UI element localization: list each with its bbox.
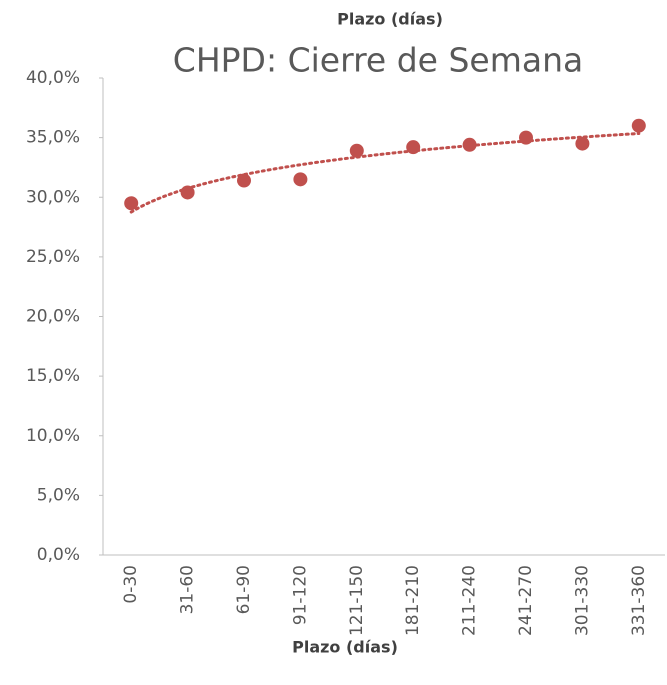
point [237,173,251,188]
point [575,136,590,151]
x-tick-label: 0-30 [121,565,141,604]
point [124,196,139,211]
x-tick-label: 91-120 [290,565,310,625]
y-tick-label: 10,0% [26,426,80,446]
point [180,185,195,200]
chart-title: CHPD: Cierre de Semana [173,41,583,80]
x-tick-label: 31-60 [178,565,198,614]
x-tick-label: 61-90 [234,565,254,614]
y-tick-label: 5,0% [37,485,80,505]
point [349,143,364,158]
point [519,130,533,145]
point [462,137,477,152]
x-tick-label: 211-240 [460,565,480,636]
y-tick-label: 40,0% [26,68,80,88]
chart-subtitle: Plazo (días) [337,10,443,29]
y-tick-label: 30,0% [26,187,80,207]
x-tick-label: 121-150 [347,565,367,636]
x-tick-label: 301-330 [572,565,592,636]
y-tick-label: 35,0% [26,128,80,148]
x-tick-label: 241-270 [516,565,536,636]
point [406,140,421,155]
x-tick-label: 331-360 [629,565,649,636]
y-tick-label: 20,0% [26,307,80,327]
x-axis-label: Plazo (días) [292,638,398,657]
point [631,118,646,133]
trendline [129,131,641,214]
y-tick-label: 25,0% [26,247,80,267]
y-tick-label: 0,0% [37,545,80,565]
x-tick-label: 181-210 [403,565,423,636]
y-tick-label: 15,0% [26,366,80,386]
point [293,172,308,187]
